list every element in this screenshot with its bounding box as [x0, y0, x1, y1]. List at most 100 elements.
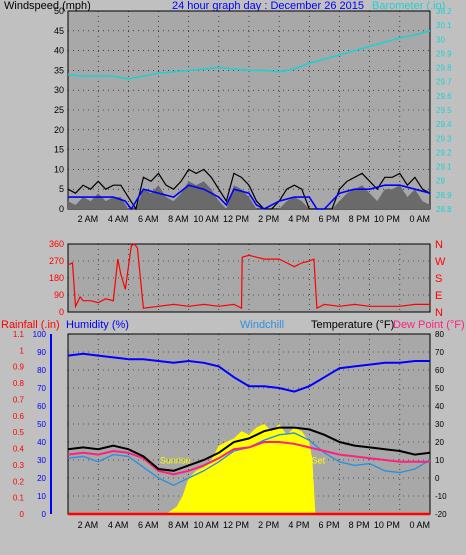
humidity-line: [67, 352, 430, 393]
wind-time-tick: 12 PM: [223, 214, 249, 224]
barometer-axis-tick: 28.9: [436, 191, 452, 200]
wind-axis-tick: 30: [54, 85, 64, 95]
temperature-time-tick: 12 PM: [223, 520, 249, 530]
temperature-axis-tick: 50: [435, 384, 444, 393]
wind-time-tick: 0 AM: [409, 214, 430, 224]
compass-axis-tick: S: [435, 273, 442, 285]
rain-axis-tick: 0.9: [13, 363, 25, 372]
humidity-axis-tick: 50: [37, 420, 46, 429]
humidity-axis-tick: 70: [37, 384, 46, 393]
direction-axis-tick: 360: [49, 239, 64, 249]
wind-time-tick: 4 PM: [288, 214, 309, 224]
temperature-axis-tick: 70: [435, 348, 444, 357]
temperature-time-tick: 2 PM: [258, 520, 279, 530]
sunset-label: Set: [312, 456, 326, 466]
rain-axis-tick: 0.3: [13, 461, 25, 470]
windspeed-label: Windspeed (mph): [4, 0, 91, 12]
wind-axis-tick: 20: [54, 125, 64, 135]
temperature-time-tick: 6 AM: [138, 520, 159, 530]
barometer-axis-tick: 29.3: [436, 134, 452, 143]
temperature-axis-tick: 80: [435, 330, 444, 339]
barometer-axis-tick: 29.4: [436, 120, 452, 129]
rain-axis-tick: 0: [20, 510, 25, 519]
temperature-time-tick: 4 PM: [288, 520, 309, 530]
direction-axis-tick: 270: [49, 256, 64, 266]
direction-axis-tick: 90: [54, 290, 64, 300]
temperature-time-tick: 8 AM: [168, 520, 189, 530]
wind-axis-tick: 35: [54, 65, 64, 75]
barometer-axis-tick: 30: [436, 35, 445, 44]
temperature-axis-tick: 0: [435, 474, 440, 483]
barometer-line: [67, 30, 431, 80]
windchill-label: Windchill: [240, 319, 285, 331]
wind-time-tick: 6 PM: [318, 214, 339, 224]
temperature-time-tick: 0 AM: [409, 520, 430, 530]
barometer-axis-tick: 29.7: [436, 78, 452, 87]
wind-axis-tick: 15: [54, 145, 64, 155]
humidity-axis-tick: 30: [37, 456, 46, 465]
wind-time-tick: 10 AM: [193, 214, 219, 224]
temperature-axis-tick: 40: [435, 402, 444, 411]
wind-time-tick: 6 AM: [138, 214, 159, 224]
wind-time-tick: 10 PM: [374, 214, 400, 224]
rain-axis-tick: 0.2: [13, 477, 25, 486]
direction-grid: [68, 244, 430, 312]
wind-axis-tick: 0: [59, 204, 64, 214]
barometer-axis-tick: 29.6: [436, 92, 452, 101]
wind-time-tick: 4 AM: [108, 214, 129, 224]
wind-axis-tick: 50: [54, 6, 64, 16]
temperature-time-tick: 8 PM: [349, 520, 370, 530]
dewpoint-label: Dew Point (°F): [393, 319, 465, 331]
rain-axis-tick: 0.1: [13, 494, 25, 503]
wind-time-tick: 2 PM: [258, 214, 279, 224]
wind-axis-tick: 45: [54, 26, 64, 36]
temperature-time-tick: 10 AM: [193, 520, 219, 530]
wind-axis-tick: 40: [54, 46, 64, 56]
barometer-axis-tick: 29.1: [436, 163, 452, 172]
wind-direction-line: [67, 243, 430, 310]
barometer-label: Barometer (.in): [372, 0, 446, 12]
direction-axis-tick: 0: [59, 307, 64, 317]
temperature-axis-tick: 10: [435, 456, 444, 465]
temperature-axis-tick: 30: [435, 420, 444, 429]
wind-time-tick: 8 AM: [168, 214, 189, 224]
wind-axis-tick: 5: [59, 184, 64, 194]
barometer-axis-tick: 29.9: [436, 49, 452, 58]
direction-axis-tick: 180: [49, 273, 64, 283]
humidity-axis-tick: 60: [37, 402, 46, 411]
humidity-axis-tick: 100: [33, 330, 47, 339]
compass-axis-tick: N: [435, 239, 443, 251]
barometer-axis-tick: 30.1: [436, 21, 452, 30]
temperature-time-tick: 2 AM: [78, 520, 99, 530]
graph-title: 24 hour graph day : December 26 2015: [172, 0, 365, 12]
temperature-axis-tick: 60: [435, 366, 444, 375]
solar-area: [68, 424, 430, 514]
temperature-label: Temperature (°F): [311, 319, 395, 331]
barometer-axis-tick: 28.8: [436, 205, 452, 214]
rainfall-label: Rainfall (.in): [1, 319, 60, 331]
humidity-axis-tick: 20: [37, 474, 46, 483]
temperature-axis-tick: 20: [435, 438, 444, 447]
sunrise-label: Sunrise: [160, 456, 191, 466]
wind-axis-tick: 10: [54, 164, 64, 174]
compass-axis-tick: W: [435, 256, 446, 268]
barometer-axis-tick: 29: [436, 177, 445, 186]
barometer-axis-tick: 29.5: [436, 106, 452, 115]
barometer-axis-tick: 30.2: [436, 7, 452, 16]
temperature-axis-tick: -20: [435, 510, 447, 519]
rain-axis-tick: 0.6: [13, 412, 25, 421]
humidity-axis-tick: 40: [37, 438, 46, 447]
temperature-axis-tick: -10: [435, 492, 447, 501]
humidity-axis-tick: 0: [42, 510, 47, 519]
humidity-axis-tick: 80: [37, 366, 46, 375]
temperature-time-tick: 6 PM: [318, 520, 339, 530]
wind-time-tick: 2 AM: [78, 214, 99, 224]
rain-axis-tick: 1: [20, 346, 25, 355]
humidity-axis-tick: 90: [37, 348, 46, 357]
rain-axis-tick: 1.1: [13, 330, 25, 339]
wind-axis-tick: 25: [54, 105, 64, 115]
rain-axis-tick: 0.4: [13, 445, 25, 454]
temperature-time-tick: 10 PM: [374, 520, 400, 530]
